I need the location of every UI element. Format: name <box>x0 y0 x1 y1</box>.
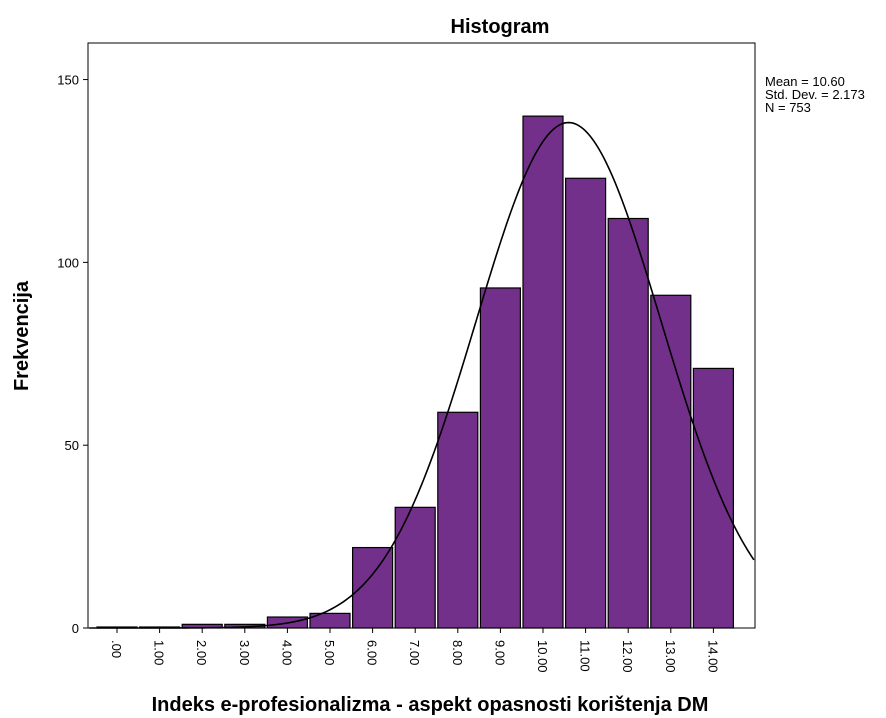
x-tick-label: 13.00 <box>663 640 678 673</box>
x-tick-label: 5.00 <box>322 640 337 665</box>
stat-line: Std. Dev. = 2.173 <box>765 87 865 102</box>
chart-title: Histogram <box>451 16 550 38</box>
y-tick-label: 100 <box>57 255 79 270</box>
y-axis-title: Frekvencija <box>11 280 33 391</box>
histogram-bar <box>564 177 607 629</box>
histogram-bar <box>650 294 692 629</box>
histogram-bar <box>479 287 521 629</box>
histogram-bar <box>692 367 735 629</box>
x-axis-title: Indeks e-profesionalizma - aspekt opasno… <box>152 694 709 716</box>
x-tick-label: 10.00 <box>535 640 550 673</box>
histogram-bar <box>437 411 479 629</box>
x-tick-label: 4.00 <box>279 640 294 665</box>
histogram-bar <box>522 115 564 629</box>
x-axis-ticks: .00 1.00 2.00 3.00 4.00 5.00 6.00 7.00 8.00 9.00 1… <box>109 628 720 673</box>
x-tick-label: 11.00 <box>578 640 593 672</box>
x-tick-label: 9.00 <box>492 640 507 665</box>
stat-line: N = 753 <box>765 100 811 115</box>
y-tick-label: 150 <box>57 73 79 88</box>
histogram-bar <box>394 506 436 629</box>
x-tick-label: 8.00 <box>450 640 465 665</box>
stat-line: Mean = 10.60 <box>765 74 845 89</box>
y-axis-ticks: 0 50 100 150 <box>57 73 88 636</box>
x-tick-label: 1.00 <box>152 640 167 665</box>
histogram-bar <box>352 546 394 629</box>
histogram-bar <box>607 217 649 629</box>
x-tick-label: 7.00 <box>407 640 422 665</box>
x-tick-label: 12.00 <box>620 640 635 673</box>
x-tick-label: 6.00 <box>365 640 380 665</box>
x-tick-label: 14.00 <box>705 640 720 673</box>
y-tick-label: 0 <box>72 621 79 636</box>
x-tick-label: 2.00 <box>194 640 209 665</box>
x-tick-label: .00 <box>109 640 124 658</box>
y-tick-label: 50 <box>65 438 79 453</box>
normal-curve <box>89 121 755 629</box>
x-tick-label: 3.00 <box>237 640 252 665</box>
